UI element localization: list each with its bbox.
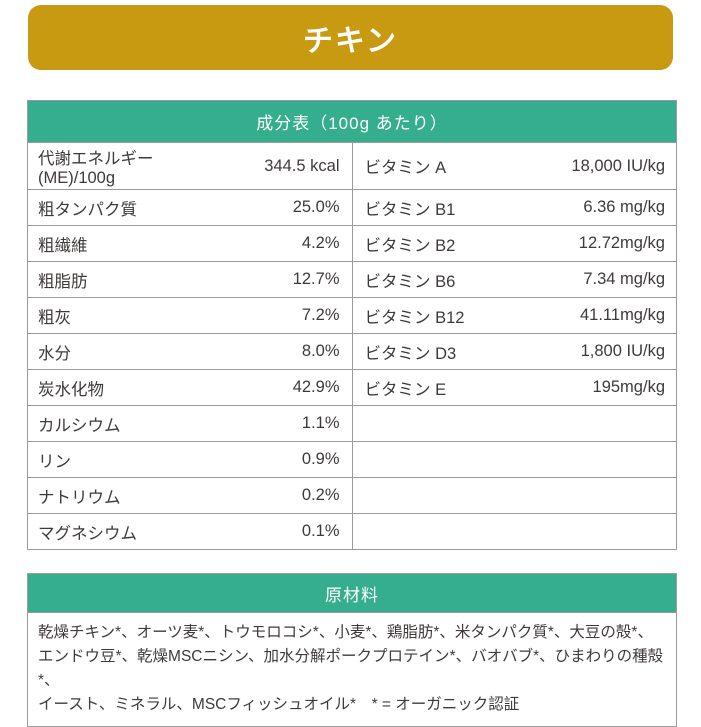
vitamin-label <box>351 441 515 478</box>
nutrient-value: 0.2% <box>189 477 352 514</box>
product-name-banner: チキン <box>28 5 673 70</box>
ingredients-text: 乾燥チキン*、オーツ麦*、トウモロコシ*、小麦*、鶏脂肪*、米タンパク質*、大豆… <box>28 613 676 726</box>
vitamin-value: 18,000 IU/kg <box>514 142 677 190</box>
nutrient-label: カルシウム <box>27 405 190 442</box>
table-row: マグネシウム 0.1% <box>27 513 677 550</box>
vitamin-label: ビタミン A <box>351 142 515 190</box>
vitamin-value <box>514 441 677 478</box>
table-row: 水分 8.0% ビタミン D3 1,800 IU/kg <box>27 333 677 370</box>
vitamin-value: 1,800 IU/kg <box>514 333 677 370</box>
nutrient-label: ナトリウム <box>27 477 190 514</box>
table-row: ナトリウム 0.2% <box>27 477 677 514</box>
nutrient-value: 344.5 kcal <box>189 142 352 190</box>
vitamin-value <box>514 513 677 550</box>
table-row: 粗タンパク質 25.0% ビタミン B1 6.36 mg/kg <box>27 189 677 226</box>
vitamin-value: 195mg/kg <box>514 369 677 406</box>
table-row: 炭水化物 42.9% ビタミン E 195mg/kg <box>27 369 677 406</box>
composition-table: 成分表（100g あたり） 代謝エネルギー (ME)/100g 344.5 kc… <box>27 100 677 550</box>
nutrient-value: 7.2% <box>189 297 352 334</box>
ingredients-text-line: エンドウ豆*、乾燥MSCニシン、加水分解ポークプロテイン*、バオバブ*、ひまわり… <box>38 648 664 689</box>
ingredients-text-line: イースト、ミネラル、MSCフィッシュオイル* * = オーガニック認証 <box>38 696 520 713</box>
vitamin-label: ビタミン B6 <box>351 261 515 298</box>
vitamin-value: 41.11mg/kg <box>514 297 677 334</box>
table-row: リン 0.9% <box>27 441 677 478</box>
nutrient-value: 42.9% <box>189 369 352 406</box>
nutrient-value: 4.2% <box>189 225 352 262</box>
vitamin-label: ビタミン B2 <box>351 225 515 262</box>
vitamin-label: ビタミン B1 <box>351 189 515 226</box>
table-row: 粗脂肪 12.7% ビタミン B6 7.34 mg/kg <box>27 261 677 298</box>
table-row: 代謝エネルギー (ME)/100g 344.5 kcal ビタミン A 18,0… <box>27 142 677 190</box>
nutrient-label: リン <box>27 441 190 478</box>
nutrient-label: マグネシウム <box>27 513 190 550</box>
vitamin-label <box>351 513 515 550</box>
nutrient-label: 粗灰 <box>27 297 190 334</box>
nutrient-value: 25.0% <box>189 189 352 226</box>
nutrient-label: 炭水化物 <box>27 369 190 406</box>
table-row: 粗繊維 4.2% ビタミン B2 12.72mg/kg <box>27 225 677 262</box>
table-row: 粗灰 7.2% ビタミン B12 41.11mg/kg <box>27 297 677 334</box>
nutrient-label: 代謝エネルギー (ME)/100g <box>27 142 190 190</box>
nutrient-label: 水分 <box>27 333 190 370</box>
ingredients-text-line: 乾燥チキン*、オーツ麦*、トウモロコシ*、小麦*、鶏脂肪*、米タンパク質*、大豆… <box>38 624 653 641</box>
nutrient-label: 粗繊維 <box>27 225 190 262</box>
nutrient-value: 0.9% <box>189 441 352 478</box>
composition-header: 成分表（100g あたり） <box>27 100 677 143</box>
nutrient-label: 粗脂肪 <box>27 261 190 298</box>
nutrient-value: 8.0% <box>189 333 352 370</box>
table-row: カルシウム 1.1% <box>27 405 677 442</box>
vitamin-value: 6.36 mg/kg <box>514 189 677 226</box>
vitamin-label: ビタミン D3 <box>351 333 515 370</box>
nutrient-value: 1.1% <box>189 405 352 442</box>
ingredients-section: 原材料 乾燥チキン*、オーツ麦*、トウモロコシ*、小麦*、鶏脂肪*、米タンパク質… <box>27 573 677 727</box>
nutrient-value: 0.1% <box>189 513 352 550</box>
vitamin-label: ビタミン B12 <box>351 297 515 334</box>
nutrient-label: 粗タンパク質 <box>27 189 190 226</box>
nutrient-value: 12.7% <box>189 261 352 298</box>
vitamin-value <box>514 477 677 514</box>
vitamin-value <box>514 405 677 442</box>
vitamin-value: 12.72mg/kg <box>514 225 677 262</box>
vitamin-label <box>351 477 515 514</box>
product-name: チキン <box>302 24 399 58</box>
vitamin-value: 7.34 mg/kg <box>514 261 677 298</box>
ingredients-header: 原材料 <box>28 574 676 613</box>
vitamin-label: ビタミン E <box>351 369 515 406</box>
vitamin-label <box>351 405 515 442</box>
